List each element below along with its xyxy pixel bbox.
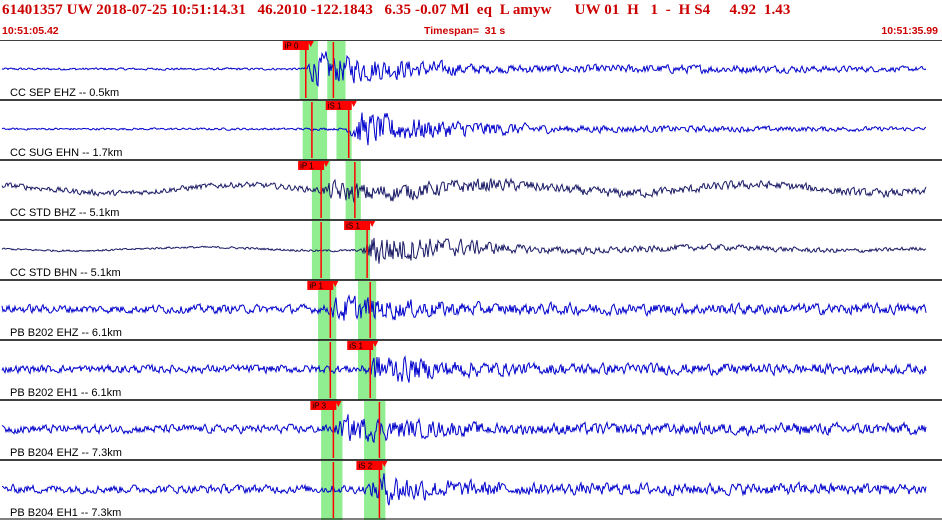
pick-label: iP 0 xyxy=(285,42,299,51)
pick-arrow-icon xyxy=(323,161,330,167)
pick-arrow-icon xyxy=(332,281,339,287)
start-time: 10:51:05.42 xyxy=(2,25,59,37)
pick-arrow-icon xyxy=(350,101,357,107)
channel-panel[interactable]: iP 1 PB B202 EHZ -- 6.1km xyxy=(0,279,942,340)
channel-panel[interactable]: iS 1 CC STD BHN -- 5.1km xyxy=(0,219,942,280)
waveform-trace xyxy=(1,293,927,321)
pick-arrow-icon xyxy=(307,41,314,47)
pick-label: iP 3 xyxy=(312,402,326,411)
pick-label: iS 1 xyxy=(349,342,363,351)
pick-flag[interactable] xyxy=(298,161,325,170)
pick-window xyxy=(318,341,337,400)
pick-flag[interactable] xyxy=(356,461,383,470)
pick-flag[interactable] xyxy=(344,221,371,230)
seismogram-panel[interactable]: iP 0 CC SEP EHZ -- 0.5km iS 1 CC SUG EHN --… xyxy=(0,40,942,520)
channel-label: PB B204 EH1 -- 7.3km xyxy=(10,507,121,519)
pick-arrow-icon xyxy=(369,221,376,227)
channel-label: PB B202 EHZ -- 6.1km xyxy=(10,327,122,339)
pick-window xyxy=(357,281,377,340)
pick-window xyxy=(336,101,352,160)
waveform-trace xyxy=(1,51,927,87)
pick-arrow-icon xyxy=(381,461,388,467)
channel-panel[interactable]: iP 0 CC SEP EHZ -- 0.5km xyxy=(0,40,942,100)
pick-label: iP 1 xyxy=(309,282,323,291)
pick-window xyxy=(364,401,386,460)
end-time: 10:51:35.99 xyxy=(881,25,938,37)
event-summary-title: 61401357 UW 2018-07-25 10:51:14.31 46.20… xyxy=(2,2,791,18)
waveform-trace xyxy=(1,237,927,264)
channel-panel[interactable]: iP 3 PB B204 EHZ -- 7.3km xyxy=(0,399,942,460)
pick-label: iS 2 xyxy=(358,462,372,471)
timespan-label: Timespan= 31 s xyxy=(424,25,506,37)
channel-panel[interactable]: iS 2 PB B204 EH1 -- 7.3km xyxy=(0,459,942,520)
waveform-trace xyxy=(1,355,927,383)
pick-flag[interactable] xyxy=(282,41,309,50)
channel-label: CC STD BHN -- 5.1km xyxy=(10,267,121,279)
pick-flag[interactable] xyxy=(307,281,334,290)
pick-window xyxy=(345,161,361,220)
channel-panel[interactable]: iP 1 CC STD BHZ -- 5.1km xyxy=(0,159,942,220)
pick-flag[interactable] xyxy=(347,341,374,350)
waveform-trace xyxy=(1,414,927,444)
waveform-trace xyxy=(1,177,927,203)
waveform-trace xyxy=(1,473,927,506)
channel-panel[interactable]: iS 1 PB B202 EH1 -- 6.1km xyxy=(0,339,942,400)
pick-window xyxy=(321,461,343,520)
channel-label: CC STD BHZ -- 5.1km xyxy=(10,207,119,219)
channel-panel[interactable]: iS 1 CC SUG EHN -- 1.7km xyxy=(0,99,942,160)
pick-label: iS 1 xyxy=(346,222,360,231)
pick-arrow-icon xyxy=(372,341,379,347)
event-header: 61401357 UW 2018-07-25 10:51:14.31 46.20… xyxy=(0,0,942,40)
pick-flag[interactable] xyxy=(325,101,352,110)
pick-window xyxy=(299,41,318,100)
pick-label: iS 1 xyxy=(328,102,342,111)
pick-label: iP 1 xyxy=(300,162,314,171)
channel-label: PB B202 EH1 -- 6.1km xyxy=(10,387,121,399)
pick-arrow-icon xyxy=(335,401,342,407)
pick-window xyxy=(302,101,328,160)
channel-label: CC SUG EHN -- 1.7km xyxy=(10,147,122,159)
channel-label: CC SEP EHZ -- 0.5km xyxy=(10,87,119,99)
waveform-trace xyxy=(1,112,927,146)
channel-label: PB B204 EHZ -- 7.3km xyxy=(10,447,122,459)
pick-flag[interactable] xyxy=(310,401,337,410)
